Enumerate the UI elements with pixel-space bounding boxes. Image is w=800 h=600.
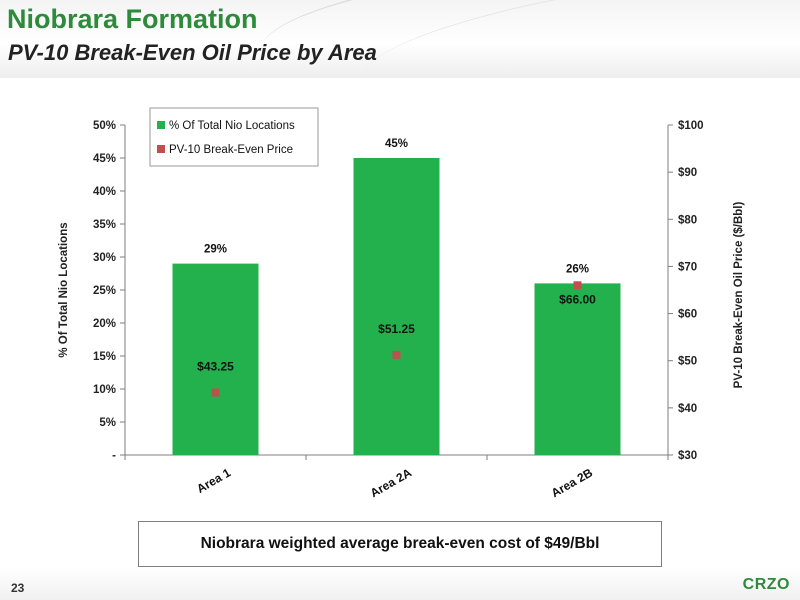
legend-swatch-bars <box>157 121 165 129</box>
bar-area-1 <box>172 263 259 455</box>
bar-data-label: 29% <box>204 244 227 256</box>
right-axis-tick-label: $80 <box>678 214 697 226</box>
price-data-label: $66.00 <box>559 292 596 306</box>
chart: - 5% 10% 15% 20% 25% 30% 35% 40% 45% 50% $30 $40 $50 $… <box>58 107 745 500</box>
left-axis-tick-label: 15% <box>93 351 116 363</box>
category-label: Area 2B <box>549 465 596 500</box>
left-axis-tick-label: 50% <box>93 120 116 132</box>
left-axis-tick-label: 45% <box>93 153 116 165</box>
right-axis-tick-label: $30 <box>678 450 697 462</box>
right-axis-tick-label: $50 <box>678 356 697 368</box>
left-axis-tick-label: 35% <box>93 219 116 231</box>
left-axis-tick-label: 40% <box>93 186 116 198</box>
legend-label-bars: % Of Total Nio Locations <box>169 120 295 132</box>
category-label: Area 2A <box>368 465 415 500</box>
page-number: 23 <box>11 581 25 595</box>
price-marker-area-1 <box>211 388 220 397</box>
right-axis-tick-label: $60 <box>678 309 697 321</box>
left-axis-tick-label: 5% <box>99 417 116 429</box>
slide-title: Niobrara Formation <box>7 4 258 34</box>
left-axis-tick-label: 30% <box>93 252 116 264</box>
legend-label-price: PV-10 Break-Even Price <box>169 144 293 156</box>
legend-swatch-price <box>157 145 165 153</box>
right-axis-tick-label: $100 <box>678 120 704 132</box>
category-label: Area 1 <box>194 465 233 496</box>
left-axis-tick-label: 20% <box>93 318 116 330</box>
right-axis-tick-label: $90 <box>678 167 697 179</box>
price-data-label: $51.25 <box>378 322 415 336</box>
bar-data-label: 45% <box>385 138 408 150</box>
left-axis-title: % Of Total Nio Locations <box>58 222 70 357</box>
bar-area-2b <box>534 283 621 455</box>
company-logo: CRZO <box>742 576 790 593</box>
left-axis-tick-label: - <box>112 450 116 462</box>
bar-data-label: 26% <box>566 263 589 275</box>
left-axis-tick-label: 10% <box>93 384 116 396</box>
right-axis-tick-label: $40 <box>678 403 697 415</box>
price-marker-area-2b <box>573 281 582 290</box>
weighted-average-note: Niobrara weighted average break-even cos… <box>138 521 662 567</box>
header-band <box>0 0 800 78</box>
legend-box <box>149 107 319 167</box>
price-data-label: $43.25 <box>197 360 234 374</box>
footer-band <box>0 568 800 600</box>
price-marker-area-2a <box>392 350 401 359</box>
slide-subtitle: PV-10 Break-Even Oil Price by Area <box>8 40 377 65</box>
left-axis-tick-label: 25% <box>93 285 116 297</box>
right-axis-title: PV-10 Break-Even Oil Price ($/Bbl) <box>733 202 745 389</box>
right-axis-tick-label: $70 <box>678 261 697 273</box>
bar-area-2a <box>353 158 440 455</box>
weighted-average-note-text: Niobrara weighted average break-even cos… <box>200 535 600 552</box>
